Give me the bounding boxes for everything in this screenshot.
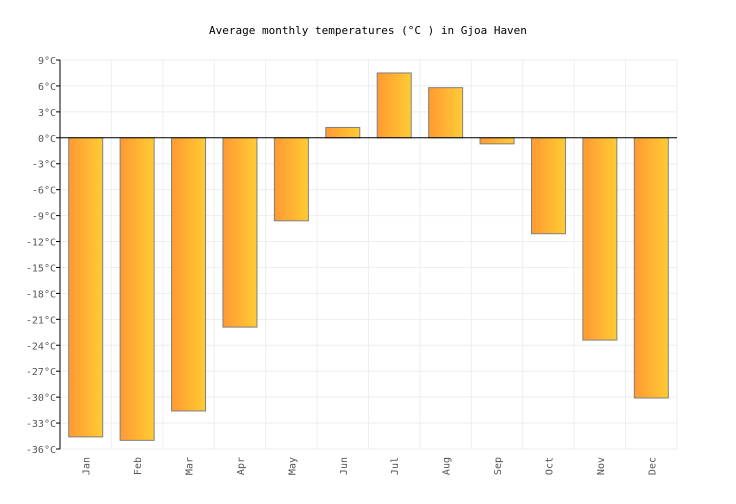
y-tick-label: -12°C	[26, 238, 56, 249]
y-tick-label: -18°C	[26, 289, 56, 300]
x-tick-label: May	[287, 457, 298, 475]
bar-sep	[479, 137, 515, 145]
y-tick-label: -33°C	[26, 419, 56, 430]
bar-jun	[325, 126, 361, 139]
y-tick-label: -15°C	[26, 263, 56, 274]
y-tick-label: 6°C	[38, 82, 56, 93]
y-tick-label: -30°C	[26, 393, 56, 404]
y-tick-label: -24°C	[26, 341, 56, 352]
x-tick-label: Dec	[647, 457, 658, 475]
x-tick-label: Aug	[442, 457, 453, 475]
x-tick-label: Jul	[390, 457, 401, 475]
y-tick-label: -6°C	[32, 186, 56, 197]
y-tick-label: -9°C	[32, 212, 56, 223]
x-tick-label: Nov	[596, 457, 607, 475]
y-tick-label: -27°C	[26, 367, 56, 378]
x-tick-label: Oct	[544, 457, 555, 475]
x-tick-label: Feb	[133, 457, 144, 475]
y-tick-label: -3°C	[32, 160, 56, 171]
y-tick-label: 3°C	[38, 108, 56, 119]
chart-title: Average monthly temperatures (°C ) in Gj…	[209, 24, 527, 37]
bar-mar	[171, 137, 207, 412]
bar-feb	[119, 137, 155, 441]
bar-apr	[222, 137, 258, 328]
bar-oct	[530, 137, 566, 235]
x-tick-label: Sep	[493, 457, 504, 475]
x-tick-label: Jan	[82, 457, 93, 475]
bar-jul	[376, 72, 412, 139]
grid	[59, 59, 678, 450]
y-tick-label: -36°C	[26, 445, 56, 456]
y-tick-label: 9°C	[38, 56, 56, 67]
bar-dec	[633, 137, 669, 399]
bars	[68, 72, 669, 441]
bar-may	[273, 137, 309, 222]
bar-jan	[68, 137, 104, 438]
axes	[56, 59, 677, 450]
tick-labels: 9°C 6°C 3°C 0°C -3°C -6°C -9°C -12°C -15°C -18°C -…	[26, 56, 658, 475]
x-tick-label: Jun	[339, 457, 350, 475]
y-tick-label: -21°C	[26, 315, 56, 326]
x-tick-label: Apr	[236, 457, 247, 475]
bar-nov	[582, 137, 618, 341]
x-tick-label: Mar	[185, 457, 196, 475]
bar-aug	[428, 87, 464, 139]
y-tick-label: 0°C	[38, 134, 56, 145]
